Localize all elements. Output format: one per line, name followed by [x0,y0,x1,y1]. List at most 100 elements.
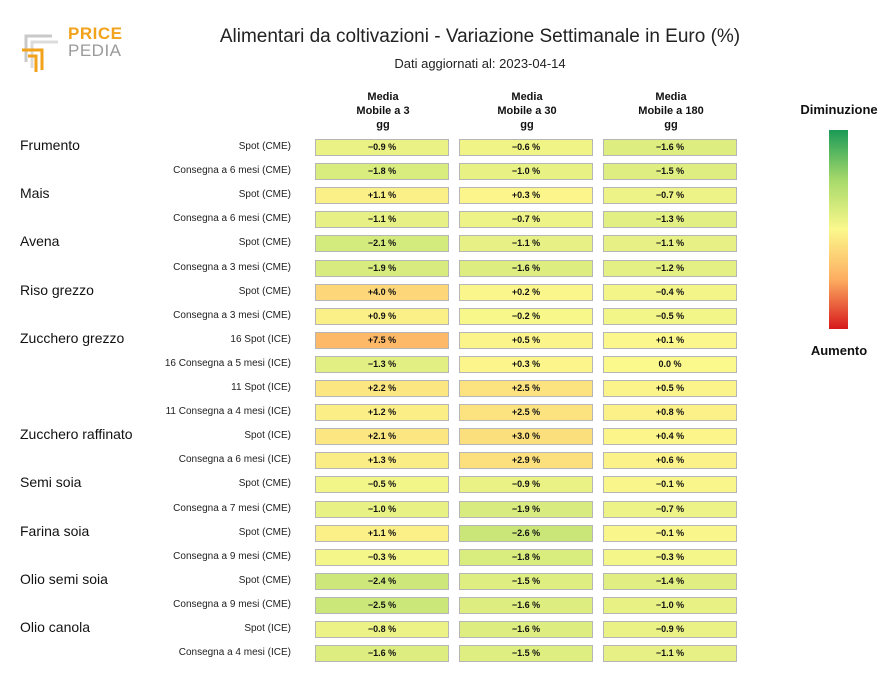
row-label: 16 Spot (ICE) [230,333,291,345]
group-label: Olio semi soia [20,570,108,587]
heatmap-cell: +0.2 % [459,283,593,301]
heatmap-cell: +2.5 % [459,404,593,422]
heatmap-cell: +0.9 % [315,307,449,325]
heatmap-cell: −1.6 % [459,621,593,638]
heatmap-cell: −1.6 % [459,596,593,614]
row-label: Consegna a 6 mesi (ICE) [178,454,291,466]
group-label: Semi soia [20,474,82,491]
heatmap-cell: −0.7 % [603,500,737,518]
heatmap-cell: +2.5 % [459,380,593,397]
heatmap-cell: −0.5 % [315,476,449,494]
heatmap-cell: −1.8 % [459,548,593,566]
column-header-line: Mobile a 180 [638,105,704,117]
group-label: Farina soia [20,522,90,539]
row-label: Consegna a 6 mesi (CME) [173,213,291,225]
heatmap-cell: −1.6 % [315,645,449,663]
heatmap-cell: +2.1 % [315,428,449,446]
heatmap-cell: −0.9 % [459,476,593,494]
legend-color-bar [829,130,848,329]
heatmap-cell: −0.1 % [603,476,737,494]
heatmap-cell: −1.3 % [603,211,737,229]
heatmap-cell: −1.9 % [315,259,449,277]
heatmap-cell: −1.3 % [315,355,449,373]
heatmap-cell: −0.3 % [603,548,737,566]
heatmap-cell: −0.7 % [603,187,737,205]
row-label: Spot (CME) [238,526,291,538]
column-header-line: Mobile a 3 [356,105,410,117]
heatmap-cell: +7.5 % [315,331,449,349]
heatmap-cell: −0.5 % [603,307,737,325]
row-label: 16 Consegna a 5 mesi (ICE) [164,357,291,369]
group-label: Zucchero grezzo [20,329,125,346]
row-label: Spot (CME) [238,574,291,586]
row-label: 11 Consegna a 4 mesi (ICE) [165,406,291,418]
group-label: Avena [20,233,60,250]
heatmap-cell: +1.2 % [315,404,449,422]
column-header-1: Media Mobile a 3 gg [315,90,451,132]
row-label: Consegna a 3 mesi (CME) [173,309,291,321]
heatmap-cell: −0.3 % [315,548,449,566]
heatmap-cell: +0.5 % [603,380,737,397]
group-label: Olio canola [20,619,91,635]
row-label: 11 Spot (ICE) [231,382,291,393]
logo-mark-icon [22,34,58,72]
heatmap-cell: −1.1 % [603,645,737,663]
chart-subtitle: Dati aggiornati al: 2023-04-14 [394,56,566,71]
heatmap-cell: −0.1 % [603,524,737,542]
column-header-2: Media Mobile a 30 gg [459,90,595,132]
heatmap-cell: +3.0 % [459,428,593,446]
heatmap-cell: +1.3 % [315,452,449,470]
heatmap-cell: −1.8 % [315,163,449,181]
column-header-3: Media Mobile a 180 gg [603,90,739,132]
heatmap-cell: −1.1 % [315,211,449,229]
legend-top-label: Diminuzione [800,102,878,117]
column-header-line: Media [511,91,543,103]
group-label: Zucchero raffinato [20,426,133,443]
heatmap-cell: −1.5 % [459,572,593,590]
heatmap-cell: +0.5 % [459,331,593,349]
heatmap-cell: +0.4 % [603,428,737,446]
pricepedia-logo: PRICE PEDIA [20,24,130,76]
row-label: Consegna a 9 mesi (CME) [173,598,291,610]
column-header-line: Media [655,91,687,103]
heatmap-cell: +1.1 % [315,524,449,542]
row-label: Spot (CME) [238,141,291,152]
heatmap-cell: −1.6 % [459,259,593,277]
column-header-line: gg [664,119,678,131]
row-label: Consegna a 3 mesi (CME) [173,261,291,273]
heatmap-cell: −2.5 % [315,596,449,614]
group-label: Riso grezzo [20,281,94,298]
heatmap-cell: −1.9 % [459,500,593,518]
row-label: Spot (CME) [238,237,291,249]
row-label: Consegna a 6 mesi (CME) [173,165,291,177]
row-label: Spot (CME) [238,189,291,201]
heatmap-cell: −0.8 % [315,621,449,638]
heatmap-cell: −0.7 % [459,211,593,229]
heatmap-cell: −1.2 % [603,259,737,277]
heatmap-cell: +0.6 % [603,452,737,470]
heatmap-cell: −1.6 % [603,139,737,156]
heatmap-cell: +2.9 % [459,452,593,470]
heatmap-cell: −2.6 % [459,524,593,542]
column-header-line: Mobile a 30 [497,105,557,117]
heatmap-cell: −1.5 % [603,163,737,181]
legend-bottom-label: Aumento [810,343,868,358]
heatmap-cell: −2.1 % [315,235,449,253]
heatmap-cell: −0.9 % [603,621,737,638]
heatmap-cell: +2.2 % [315,380,449,397]
row-label: Spot (CME) [238,285,291,297]
heatmap-cell: −0.4 % [603,283,737,301]
heatmap-cell: −0.9 % [315,139,449,156]
heatmap-cell: 0.0 % [603,355,737,373]
heatmap-cell: −1.4 % [603,572,737,590]
heatmap-cell: −1.0 % [315,500,449,518]
heatmap-cell: +0.1 % [603,331,737,349]
heatmap-cell: +0.3 % [459,187,593,205]
heatmap-cell: +0.3 % [459,355,593,373]
row-label: Consegna a 9 mesi (CME) [173,550,291,562]
heatmap-cell: −0.2 % [459,307,593,325]
row-label: Spot (CME) [238,478,291,490]
row-label: Consegna a 4 mesi (ICE) [178,647,291,659]
logo-text-top: PRICE [68,24,123,43]
heatmap-cell: −1.0 % [459,163,593,181]
